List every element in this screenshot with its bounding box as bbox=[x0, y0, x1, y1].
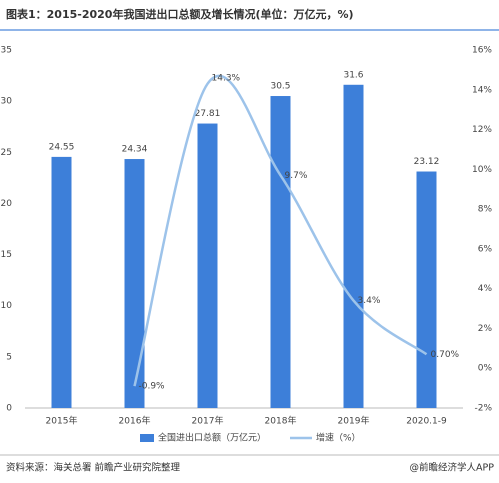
bar-value-label: 24.55 bbox=[49, 142, 75, 152]
source: 资料来源：海关总署 前瞻产业研究院整理 bbox=[6, 462, 181, 474]
x-tick-label: 2020.1-9 bbox=[406, 417, 447, 427]
x-tick-label: 2016年 bbox=[119, 415, 151, 427]
growth-line bbox=[133, 74, 428, 387]
legend-label: 全国进出口总额（万亿元） bbox=[158, 432, 266, 444]
y2-tick-label: 4% bbox=[478, 284, 493, 294]
y-tick-label: 15 bbox=[1, 250, 12, 260]
line-value-label: 3.4% bbox=[358, 296, 381, 306]
y2-tick-label: 10% bbox=[472, 165, 492, 175]
y2-tick-label: 16% bbox=[472, 46, 492, 56]
x-tick-label: 2018年 bbox=[265, 415, 297, 427]
y2-tick-label: 14% bbox=[472, 85, 492, 95]
bar bbox=[197, 123, 218, 408]
y-tick-label: 0 bbox=[6, 404, 12, 414]
legend-label: 增速（%） bbox=[316, 432, 361, 444]
y2-tick-label: 2% bbox=[478, 324, 493, 334]
y2-tick-label: -2% bbox=[474, 404, 492, 414]
line-value-label: 9.7% bbox=[285, 171, 308, 181]
bar-value-label: 27.81 bbox=[195, 109, 221, 119]
x-tick-label: 2015年 bbox=[46, 415, 78, 427]
y-tick-label: 25 bbox=[1, 148, 12, 158]
bar-value-label: 31.6 bbox=[343, 70, 363, 80]
y2-tick-label: 8% bbox=[478, 205, 493, 215]
line-value-label: 0.70% bbox=[431, 350, 460, 360]
legend-swatch bbox=[140, 434, 154, 442]
bar-value-label: 23.12 bbox=[414, 157, 440, 167]
y-tick-label: 5 bbox=[6, 352, 12, 362]
bar bbox=[270, 96, 291, 409]
y2-tick-label: 0% bbox=[478, 364, 493, 374]
bar bbox=[343, 84, 364, 408]
credit: @前瞻经济学人APP bbox=[410, 462, 495, 474]
y-tick-label: 30 bbox=[1, 97, 13, 107]
line-value-label: -0.9% bbox=[139, 382, 166, 392]
y-tick-label: 20 bbox=[1, 199, 13, 209]
x-tick-label: 2019年 bbox=[338, 415, 370, 427]
x-tick-label: 2017年 bbox=[192, 415, 224, 427]
y2-tick-label: 6% bbox=[478, 244, 493, 254]
y-tick-label: 10 bbox=[1, 301, 13, 311]
line-value-label: 14.3% bbox=[212, 73, 241, 83]
bar-value-label: 30.5 bbox=[270, 82, 290, 92]
y-tick-label: 35 bbox=[1, 46, 12, 56]
chart-title: 图表1：2015-2020年我国进出口总额及增长情况(单位：万亿元，%) bbox=[6, 7, 354, 21]
bar-value-label: 24.34 bbox=[122, 145, 148, 155]
bar bbox=[416, 171, 437, 408]
bar bbox=[124, 159, 145, 408]
bar bbox=[51, 156, 72, 408]
y2-tick-label: 12% bbox=[472, 125, 492, 135]
